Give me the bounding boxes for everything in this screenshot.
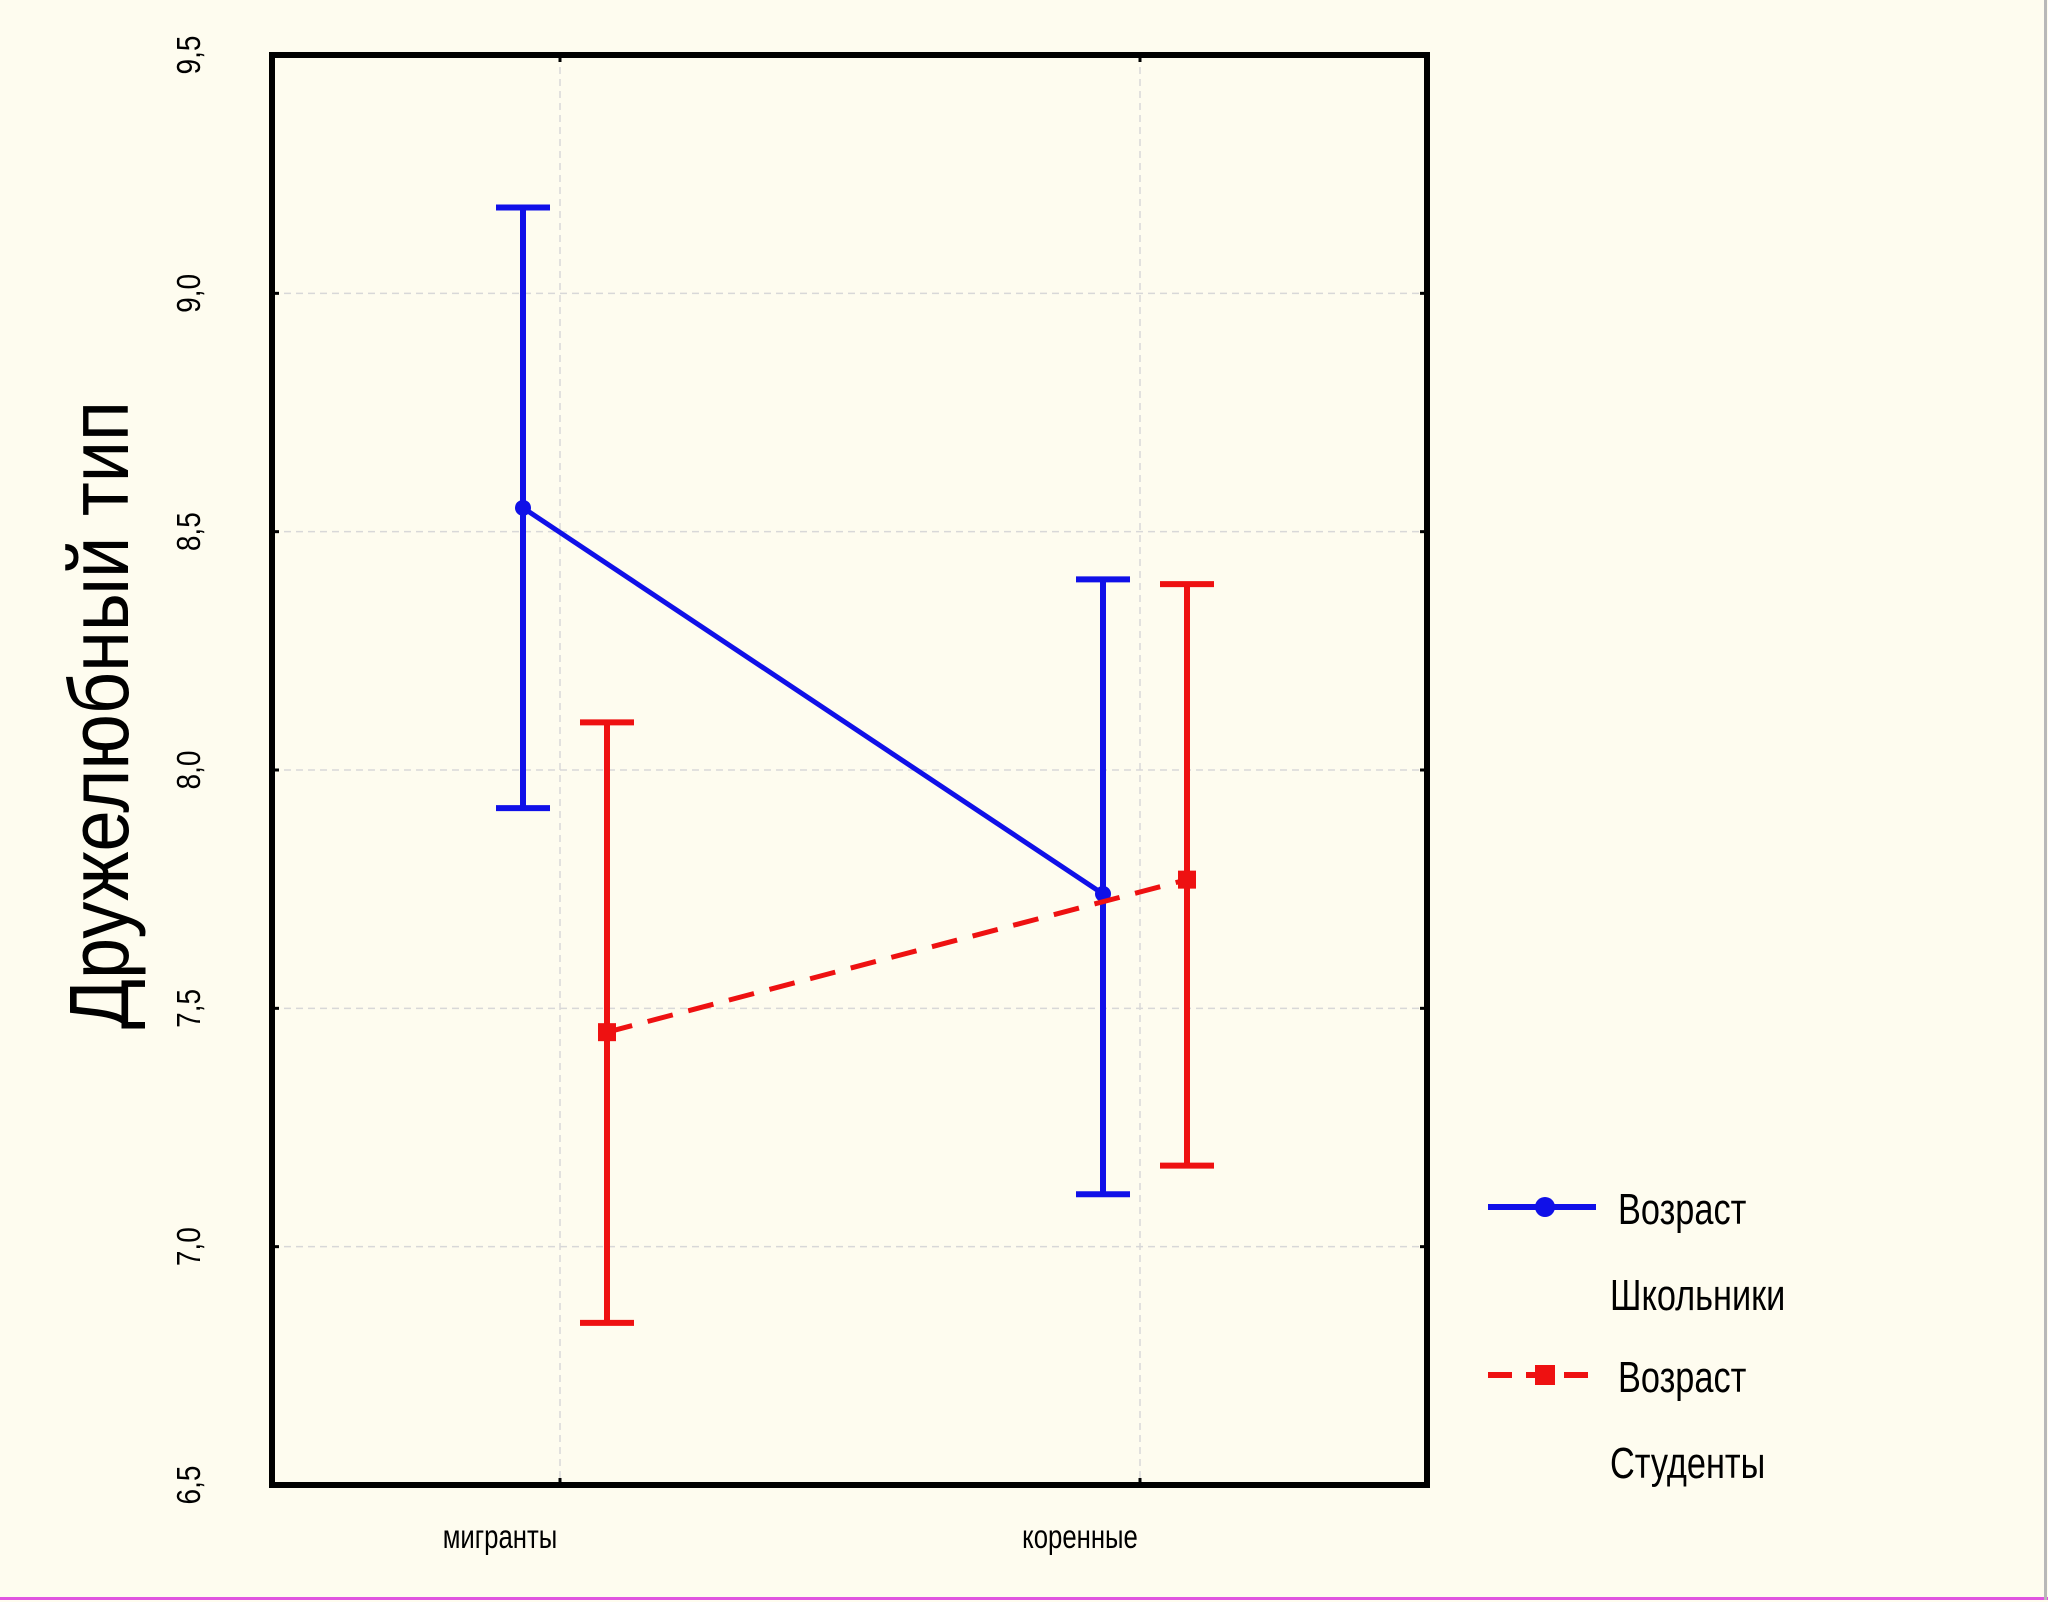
y-tick-label: 7,5 (171, 989, 208, 1028)
legend: Возраст Школьники Возраст Студенты (1488, 1185, 1785, 1488)
bottom-border (0, 1597, 2048, 1600)
right-border (2044, 0, 2047, 1600)
legend-swatch-marker (1535, 1365, 1555, 1385)
y-axis-title: Дружелюбный тип (52, 401, 146, 1029)
y-tick-label: 6,5 (171, 1466, 208, 1505)
data-point-marker (1178, 870, 1196, 889)
data-point-marker (515, 499, 531, 516)
series-line (521, 505, 1105, 897)
legend-label-line-2: Студенты (1610, 1439, 1765, 1488)
legend-entry-1: Возраст Школьники (1488, 1185, 1785, 1320)
legend-swatch-marker (1535, 1197, 1555, 1217)
series-line (606, 877, 1188, 1035)
y-tick-label: 9,5 (171, 36, 208, 75)
legend-label-line-1: Возраст (1618, 1353, 1746, 1402)
data-point-marker (598, 1023, 616, 1042)
legend-label-line-2: Школьники (1610, 1271, 1785, 1320)
x-tick-label: мигранты (443, 1519, 558, 1556)
x-axis-tick-labels: мигранты коренные (443, 1519, 1138, 1556)
grid-lines (272, 55, 1427, 1485)
legend-entry-2: Возраст Студенты (1488, 1353, 1765, 1488)
axis-ticks (272, 53, 1427, 1487)
y-axis-tick-labels: 6,5 7,0 7,5 8,0 8,5 9,0 9,5 (171, 36, 208, 1505)
y-tick-label: 8,5 (171, 512, 208, 551)
series-2 (580, 581, 1214, 1326)
y-tick-label: 8,0 (171, 751, 208, 790)
x-tick-label: коренные (1022, 1519, 1138, 1556)
data-point-marker (1095, 885, 1111, 902)
series-group (496, 204, 1214, 1326)
y-tick-label: 9,0 (171, 274, 208, 313)
y-tick-label: 7,0 (171, 1227, 208, 1266)
legend-label-line-1: Возраст (1618, 1185, 1746, 1234)
series-1 (496, 204, 1130, 1198)
